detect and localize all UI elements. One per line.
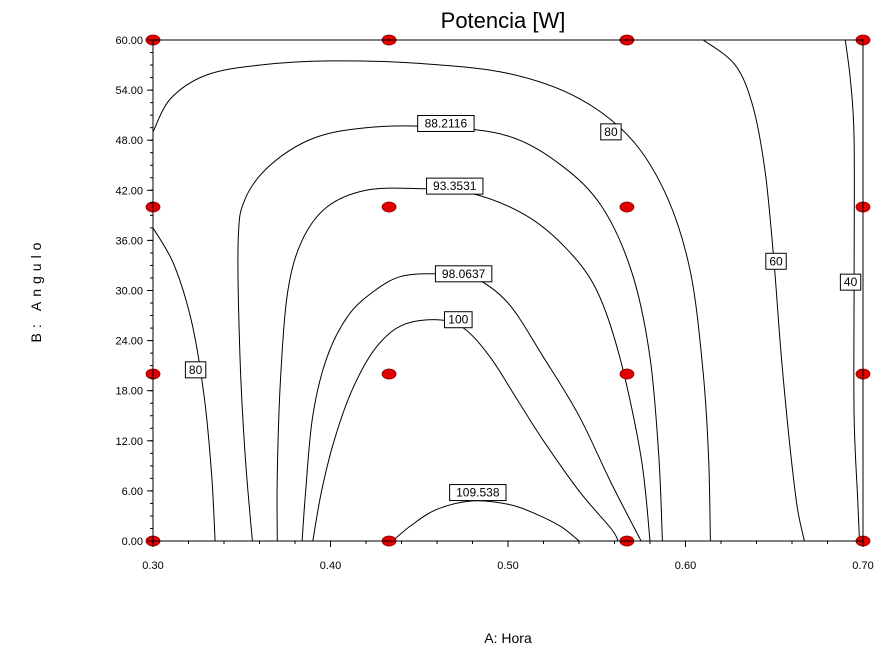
x-tick-label: 0.70	[852, 560, 873, 572]
design-point-9	[381, 368, 397, 380]
x-tick-label: 0.30	[142, 560, 163, 572]
y-axis-label: B: Angulo	[28, 238, 44, 343]
contour-line-2	[702, 39, 805, 542]
plot-frame	[152, 39, 864, 542]
x-axis-label: A: Hora	[484, 630, 532, 646]
contour-label-text: 80	[189, 363, 203, 377]
x-tick-label: 0.40	[320, 560, 341, 572]
y-tick-label: 0.00	[122, 536, 143, 548]
contour-line-4	[237, 125, 663, 542]
y-tick-label: 30.00	[115, 286, 143, 298]
y-tick-label: 54.00	[115, 85, 143, 97]
contour-label-3: 40	[839, 273, 862, 291]
contour-label-7: 100	[444, 311, 473, 329]
design-point-6	[619, 201, 635, 213]
contour-label-1: 80	[600, 123, 622, 141]
y-tick-label: 36.00	[115, 235, 143, 247]
contour-line-0	[152, 227, 216, 542]
contour-label-box	[449, 484, 507, 502]
x-tick-label: 0.50	[497, 560, 518, 572]
contour-label-text: 80	[604, 125, 618, 139]
y-axis: 0.00 6.00 12.00 18.00 24.00 30.00 36.00 42.00 48…	[115, 35, 153, 548]
contour-label-8: 109.538	[449, 484, 507, 502]
design-points-layer	[145, 34, 871, 547]
contour-label-text: 98.0637	[442, 267, 486, 281]
contour-label-box	[434, 265, 493, 283]
contour-label-box	[426, 177, 484, 195]
y-tick-label: 18.00	[115, 386, 143, 398]
contour-label-2: 60	[765, 252, 787, 270]
contour-line-7	[312, 319, 619, 542]
contour-line-6	[301, 273, 642, 542]
contour-label-5: 93.3531	[426, 177, 484, 195]
contour-label-text: 40	[844, 275, 858, 289]
contour-label-text: 93.3531	[433, 179, 477, 193]
contour-label-box	[184, 361, 207, 379]
contour-label-0: 80	[184, 361, 207, 379]
contour-label-text: 100	[448, 313, 468, 327]
contour-line-1	[152, 60, 711, 542]
y-tick-label: 48.00	[115, 135, 143, 147]
design-point-5	[381, 201, 397, 213]
y-tick-label: 42.00	[115, 185, 143, 197]
contour-label-box	[444, 311, 473, 329]
y-tick-label: 60.00	[115, 35, 143, 47]
y-tick-label: 24.00	[115, 336, 143, 348]
contour-label-box	[600, 123, 622, 141]
contour-line-5	[276, 187, 651, 542]
contour-line-8	[392, 500, 580, 542]
design-point-10	[619, 368, 635, 380]
contours-layer: 80 80 60 40 88.2116 93.3531 98.0637 100 109.538	[152, 39, 862, 542]
contour-label-text: 60	[769, 254, 783, 268]
chart-title: Potencia [W]	[441, 8, 566, 33]
y-tick-label: 12.00	[115, 436, 143, 448]
contour-label-6: 98.0637	[434, 265, 493, 283]
contour-label-box	[839, 273, 862, 291]
y-tick-label: 6.00	[122, 486, 143, 498]
contour-label-text: 88.2116	[425, 117, 468, 131]
contour-label-box	[417, 115, 475, 132]
contour-label-4: 88.2116	[417, 115, 475, 132]
contour-label-box	[765, 252, 787, 270]
contour-label-text: 109.538	[456, 486, 500, 500]
x-axis: 0.30 0.40 0.50 0.60 0.70	[142, 541, 874, 572]
x-tick-label: 0.60	[675, 560, 696, 572]
